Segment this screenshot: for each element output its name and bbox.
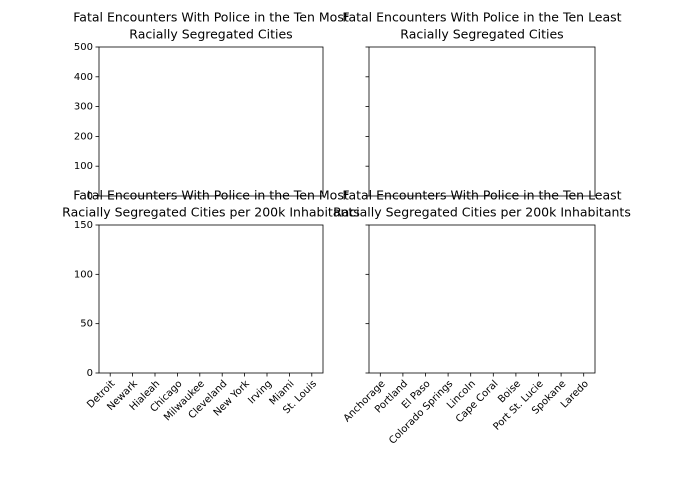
chart-title: Fatal Encounters With Police in the Ten … bbox=[342, 10, 621, 25]
chart-title: Racially Segregated Cities bbox=[129, 27, 292, 42]
chart-title: Fatal Encounters With Police in the Ten … bbox=[342, 188, 621, 203]
chart-title: Racially Segregated Cities per 200k Inha… bbox=[62, 205, 360, 220]
axes-frame bbox=[98, 46, 324, 197]
y-tick-label: 200 bbox=[74, 131, 93, 142]
y-tick-label: 100 bbox=[74, 269, 93, 280]
y-tick-label: 0 bbox=[87, 368, 93, 379]
chart-title: Racially Segregated Cities per 200k Inha… bbox=[333, 205, 631, 220]
chart-title: Fatal Encounters With Police in the Ten … bbox=[73, 188, 349, 203]
y-tick-label: 500 bbox=[74, 42, 93, 53]
y-tick-label: 50 bbox=[80, 319, 93, 330]
axes-frame bbox=[368, 224, 596, 374]
axes-frame bbox=[368, 46, 596, 197]
y-tick-label: 400 bbox=[74, 72, 93, 83]
chart-title: Fatal Encounters With Police in the Ten … bbox=[73, 10, 349, 25]
chart-title: Racially Segregated Cities bbox=[400, 27, 563, 42]
y-tick-label: 300 bbox=[74, 102, 93, 113]
y-tick-label: 0 bbox=[87, 191, 93, 202]
axes-frame bbox=[98, 224, 324, 374]
y-tick-label: 100 bbox=[74, 161, 93, 172]
y-tick-label: 150 bbox=[74, 220, 93, 231]
